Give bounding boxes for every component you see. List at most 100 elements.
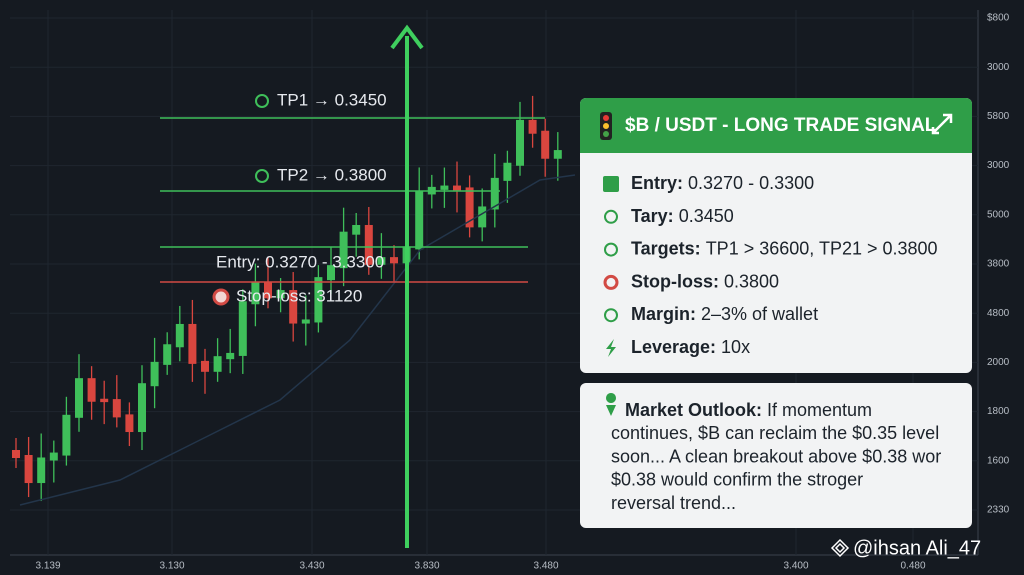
light (603, 123, 609, 129)
candle-body (251, 281, 260, 305)
row-value: 0.3800 (724, 271, 779, 291)
outlook-line: Market Outlook: If momentum (625, 400, 872, 420)
signal-row: Stop-loss: 0.3800 (631, 271, 779, 291)
candle-body (364, 224, 373, 265)
candle-body (390, 257, 398, 264)
light (603, 131, 609, 137)
row-label: Targets: (631, 238, 701, 258)
outlook-line: reversal trend... (611, 493, 736, 513)
row-icon (604, 308, 618, 323)
time-label: 3.830 (414, 561, 439, 572)
candle-body (163, 344, 172, 365)
candle-body (440, 185, 449, 190)
entry-label: Entry: 0.3270 - 3.3300 (216, 252, 384, 271)
candle-body (238, 301, 247, 356)
light (603, 115, 609, 121)
time-label: 3.480 (533, 561, 558, 572)
price-label: 5000 (987, 209, 1010, 220)
candle-body (62, 414, 71, 456)
candle-body (327, 265, 335, 281)
tp1-label: TP1 → 0.3450 (277, 90, 387, 109)
row-value: TP1 > 36600, TP21 > 0.3800 (706, 238, 938, 258)
signal-card (580, 98, 972, 373)
time-label: 3.130 (159, 561, 184, 572)
tp2-label: TP2 → 0.3800 (277, 165, 387, 184)
signal-row: Leverage: 10x (631, 337, 750, 357)
time-label: 3.139 (35, 561, 60, 572)
price-label: 3000 (987, 160, 1010, 171)
signal-rows: Entry: 0.3270 - 0.3300 Tary: 0.3450 Targets:… (603, 173, 938, 357)
pin-icon (606, 392, 617, 416)
watermark-icon (830, 538, 850, 558)
row-value: 0.3450 (679, 206, 734, 226)
candle-body (37, 457, 46, 484)
candle-body (125, 414, 134, 433)
candle-body (100, 398, 109, 403)
row-label: Stop-loss: (631, 271, 719, 291)
candles (12, 95, 562, 502)
price-label: 2330 (987, 505, 1010, 516)
candle-body (377, 257, 386, 265)
signal-row: Margin: 2–3% of wallet (631, 304, 818, 324)
price-label: $800 (987, 13, 1010, 24)
candle-body (276, 290, 285, 299)
row-label: Margin: (631, 304, 696, 324)
outlook-text: Market Outlook: If momentum continues, $B… (611, 400, 941, 513)
candle-body (87, 378, 96, 402)
target-icon (255, 169, 269, 183)
candle-body (75, 378, 83, 418)
price-label: 1800 (987, 406, 1010, 417)
candle-body (478, 206, 487, 228)
price-label: 2000 (987, 357, 1010, 368)
outlook-card (580, 383, 972, 528)
candle-body (138, 383, 146, 433)
stop-loss-label: Stop-loss: 31120 (236, 286, 362, 305)
signal-card-header (580, 98, 972, 153)
row-label: Tary: (631, 206, 674, 226)
candle-body (150, 361, 159, 387)
outlook-line: $0.38 would confirm the stroger (611, 470, 863, 490)
time-label: 0.480 (900, 561, 925, 572)
candle-body (528, 119, 537, 134)
candle-body (415, 191, 424, 250)
check-icon (603, 176, 619, 192)
row-value: 2–3% of wallet (701, 304, 818, 324)
candle-body (289, 290, 298, 324)
candle-body (201, 360, 209, 372)
candle-body (553, 150, 562, 159)
candle-body (339, 231, 348, 269)
row-icon (604, 242, 618, 257)
outlook-line: soon... A clean breakout above $0.38 wor (611, 446, 941, 466)
candle-body (188, 323, 197, 364)
candle-body (112, 399, 121, 418)
signal-row: Entry: 0.3270 - 0.3300 (631, 173, 814, 193)
candle-body (541, 130, 550, 159)
outlook-line: If momentum (762, 400, 872, 420)
outlook-line: continues, $B can reclaim the $0.35 leve… (611, 423, 939, 443)
price-label: 1600 (987, 455, 1010, 466)
candle-body (226, 352, 235, 360)
trend-line (19, 174, 576, 506)
price-label: 3800 (987, 259, 1010, 270)
candle-body (453, 185, 461, 191)
bolt-icon (606, 339, 616, 357)
outlook-label: Market Outlook: (625, 400, 762, 420)
signal-title: $B / USDT - LONG TRADE SIGNAL (625, 115, 937, 136)
stop-icon (212, 288, 230, 306)
arrow-head (390, 24, 424, 50)
row-icon (604, 209, 618, 224)
candle-body (12, 450, 20, 458)
time-label: 3.400 (783, 561, 808, 572)
candle-body (264, 281, 272, 299)
signal-row: Targets: TP1 > 36600, TP21 > 0.3800 (631, 238, 938, 258)
target-icon (255, 94, 269, 108)
row-value: 0.3270 - 0.3300 (688, 173, 814, 193)
stop-icon (603, 274, 619, 290)
candle-body (516, 119, 524, 166)
watermark: @ihsan Ali_47 (853, 537, 981, 559)
price-label: 3000 (987, 62, 1010, 73)
candle-body (213, 356, 222, 372)
signal-row: Tary: 0.3450 (631, 206, 734, 226)
candle-body (314, 277, 323, 323)
